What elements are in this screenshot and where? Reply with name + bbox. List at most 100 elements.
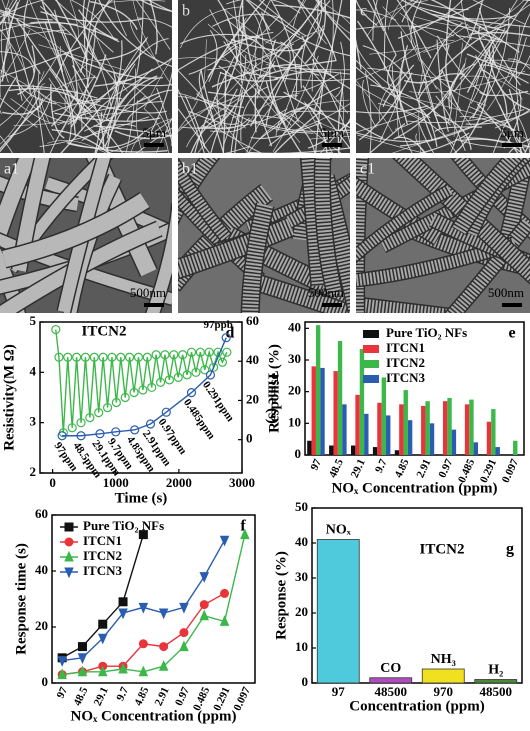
- x-axis-label: Time (s): [115, 490, 168, 506]
- fiber: [178, 92, 222, 110]
- fiber: [178, 218, 295, 279]
- x-tick-label: 97: [308, 457, 324, 472]
- legend-label: ITCN1: [386, 340, 425, 355]
- fiber: [447, 42, 463, 99]
- fiber: [178, 57, 264, 80]
- bar: [381, 377, 387, 455]
- marker: [77, 653, 88, 665]
- fiber: [232, 0, 242, 83]
- fiber: [198, 68, 216, 124]
- fiber: [315, 0, 350, 25]
- fiber: [445, 0, 452, 50]
- fiber: [129, 21, 160, 63]
- fiber: [0, 21, 72, 36]
- fiber: [478, 25, 498, 68]
- scale-label: 5μm: [320, 125, 344, 140]
- sem-image: [0, 158, 172, 313]
- plot-frame: [311, 507, 523, 684]
- fiber: [8, 94, 52, 137]
- fiber: [144, 57, 172, 109]
- marker: [179, 602, 189, 614]
- marker: [219, 615, 230, 626]
- fiber: [368, 123, 406, 153]
- fiber: [2, 193, 150, 268]
- image-label: a1: [4, 161, 19, 178]
- plot-frame: [304, 321, 525, 456]
- marker: [51, 324, 61, 335]
- fiber: [40, 11, 142, 23]
- y-tick-label: 60: [35, 506, 48, 521]
- fiber: [69, 0, 79, 37]
- marker: [111, 397, 121, 408]
- bar: [364, 413, 369, 455]
- fiber: [106, 77, 159, 152]
- legend-swatch: [363, 375, 379, 383]
- scale-label: 500nm: [488, 285, 524, 300]
- fiber: [238, 0, 255, 41]
- bar: [425, 401, 430, 455]
- fiber: [356, 122, 384, 139]
- x-axis-label: Concentration (ppm): [349, 698, 484, 714]
- x-tick-label: 0: [49, 475, 56, 490]
- fiber: [0, 0, 46, 18]
- fiber: [186, 46, 258, 119]
- fiber: [0, 84, 98, 99]
- fiber: [291, 73, 340, 92]
- fiber: [93, 125, 172, 137]
- bar: [495, 447, 500, 455]
- marker: [116, 352, 126, 362]
- x-tick-label: 0.97: [436, 457, 455, 480]
- bar: [421, 668, 465, 684]
- fiber: [460, 75, 523, 100]
- fiber: [139, 0, 172, 12]
- fiber: [178, 189, 265, 283]
- fiber: [178, 104, 213, 132]
- fiber: [60, 106, 102, 153]
- fiber: [356, 79, 394, 134]
- fiber: [372, 0, 378, 41]
- x-tick-label: 0.97: [173, 685, 192, 708]
- marker: [138, 602, 149, 614]
- marker: [221, 333, 231, 343]
- fiber: [207, 23, 302, 73]
- marker: [138, 530, 148, 540]
- sem-image: [178, 158, 350, 313]
- fiber: [278, 111, 316, 153]
- fiber: [470, 41, 487, 104]
- fiber: [146, 209, 172, 313]
- legend-label: ITCN3: [83, 563, 123, 578]
- fiber: [97, 36, 149, 137]
- y-tick-label: 30: [288, 351, 301, 366]
- marker: [145, 419, 156, 429]
- fiber: [308, 135, 350, 140]
- fiber: [55, 0, 89, 62]
- fiber: [12, 158, 50, 272]
- fiber: [304, 0, 327, 64]
- fiber: [44, 22, 76, 136]
- fiber: [362, 79, 377, 128]
- y-tick-label: 5: [30, 313, 37, 328]
- marker: [57, 431, 67, 441]
- bar: [474, 679, 518, 684]
- fiber: [98, 0, 172, 68]
- bar: [491, 409, 496, 455]
- fiber: [1, 1, 19, 82]
- fiber: [459, 0, 518, 80]
- image-label: c: [360, 3, 367, 20]
- fiber: [204, 119, 263, 153]
- marker: [186, 347, 197, 357]
- fiber: [17, 45, 36, 95]
- image-label: b: [182, 3, 190, 20]
- fiber: [468, 7, 511, 120]
- marker: [220, 588, 230, 598]
- marker: [178, 350, 188, 360]
- fiber: [419, 132, 470, 153]
- bar: [486, 421, 492, 455]
- fiber: [126, 95, 161, 121]
- fiber: [274, 4, 350, 19]
- fiber: [394, 81, 455, 130]
- bar: [337, 341, 343, 455]
- fiber: [503, 88, 522, 149]
- marker: [160, 350, 170, 360]
- x-axis-label: NOₓ Concentration (ppm): [71, 708, 237, 724]
